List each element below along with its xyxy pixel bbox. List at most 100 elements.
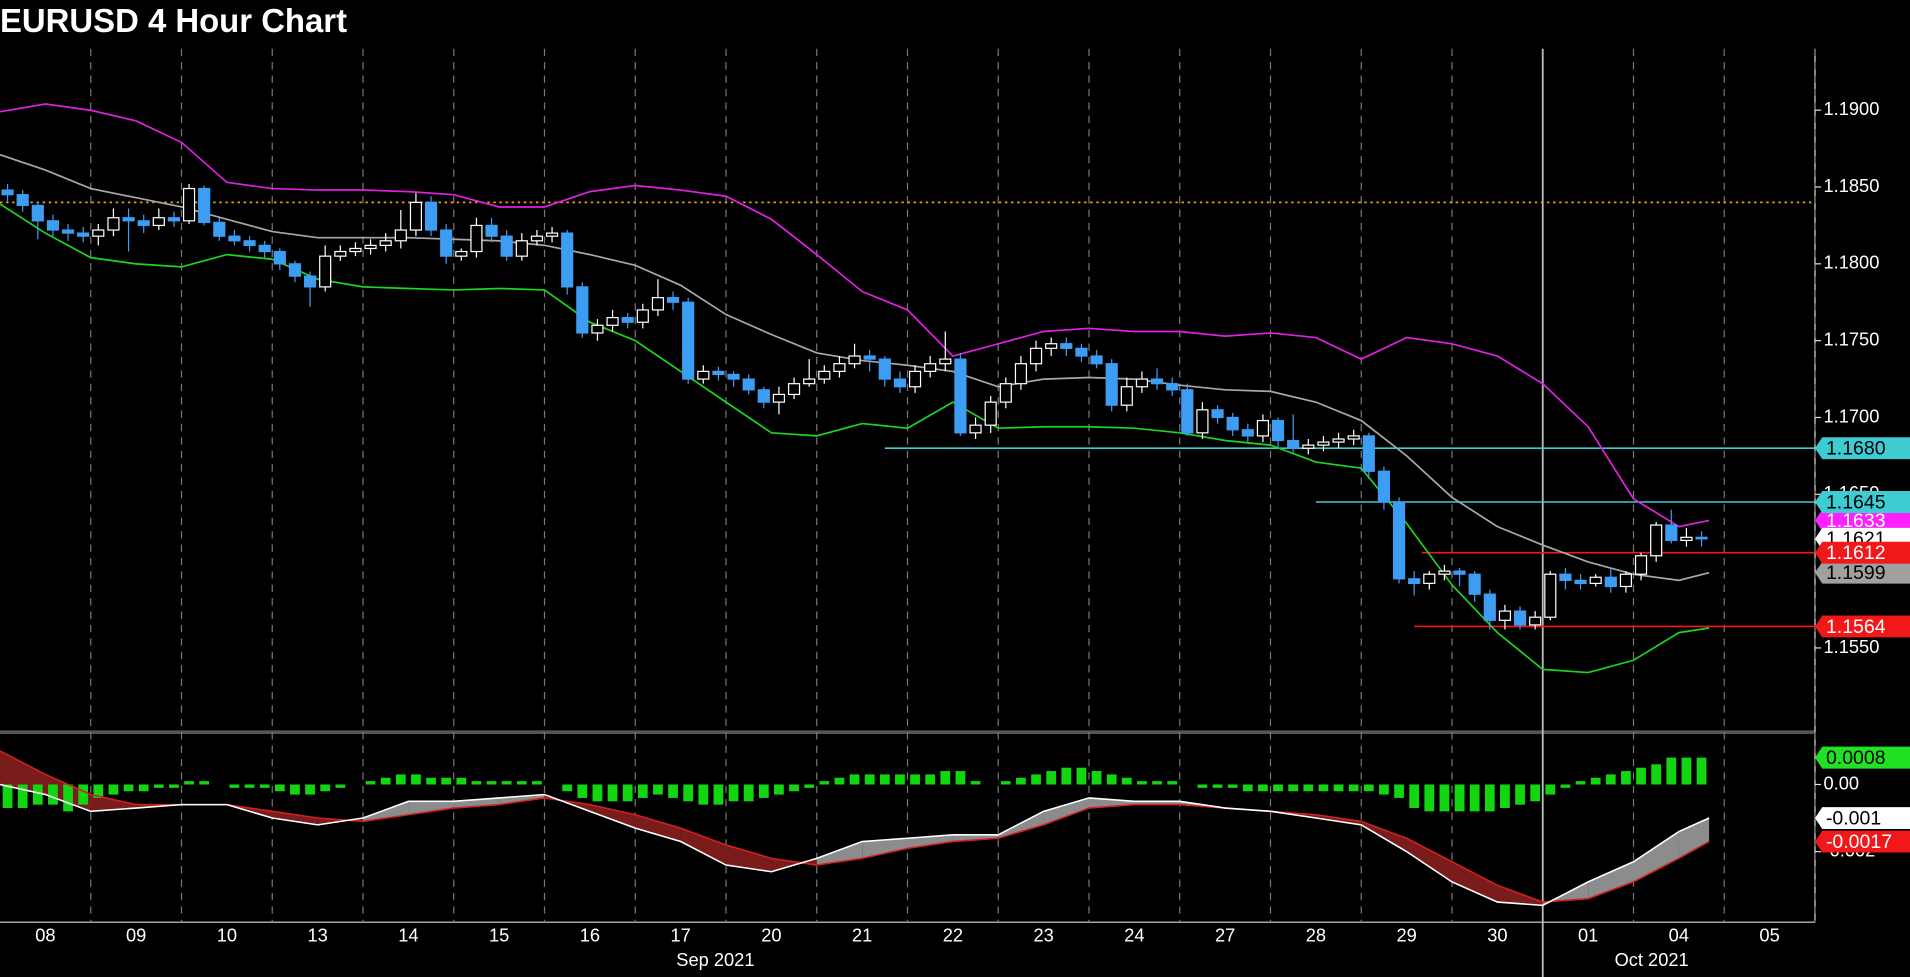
candle-body [863, 355, 876, 360]
candle-body [1589, 576, 1602, 585]
histogram-bar [592, 784, 603, 802]
candle-body [1408, 578, 1421, 585]
histogram-bar [955, 771, 966, 785]
histogram-bar [607, 784, 618, 802]
histogram-bar [1363, 784, 1374, 792]
band-line [0, 103, 1710, 528]
histogram-bar [471, 781, 482, 785]
candle-body [1680, 536, 1693, 542]
histogram-bar [1379, 784, 1389, 795]
candle-body [803, 378, 816, 385]
histogram-bar [1621, 771, 1631, 785]
candle-body [288, 263, 302, 277]
histogram-bar [426, 777, 436, 785]
macd-fill [0, 750, 46, 795]
histogram-bar [365, 781, 376, 785]
histogram-bar [577, 784, 588, 798]
macd-fill [725, 844, 772, 872]
candle-body [213, 221, 226, 237]
histogram-bar [63, 784, 73, 812]
macd-fill [680, 828, 726, 866]
macd-fill [1043, 797, 1089, 825]
candle-body [394, 229, 407, 242]
x-tick-label: 01 [1578, 925, 1598, 946]
candle-body [1181, 389, 1194, 434]
candle-body [1559, 573, 1572, 581]
candle-body [364, 244, 377, 250]
histogram-bar [395, 774, 406, 785]
x-tick-label: 29 [1396, 925, 1416, 946]
candle-body [182, 187, 196, 222]
macd-fill [408, 801, 454, 815]
macd-fill [1315, 814, 1362, 825]
candle-body [908, 370, 922, 388]
histogram-bar [17, 784, 28, 808]
candle-body [1392, 501, 1406, 580]
x-tick-label: 08 [35, 925, 55, 946]
value-tag-label: 1.1599 [1826, 562, 1886, 584]
macd-fill [1406, 838, 1452, 882]
macd-fill [453, 797, 500, 809]
value-tag [1814, 437, 1910, 460]
macd-fill [907, 834, 953, 849]
histogram-bar [1212, 784, 1223, 788]
histogram-bar [244, 784, 255, 788]
macd-fill [862, 838, 908, 859]
histogram-bar [743, 784, 754, 802]
histogram-bar [834, 777, 845, 785]
candle-body [1604, 576, 1617, 588]
macd-fill [1588, 861, 1634, 899]
histogram-bar [1061, 767, 1072, 785]
histogram-bar [1046, 771, 1057, 785]
candle-body [1695, 536, 1708, 540]
macd-fill [1088, 797, 1135, 809]
histogram-bar [925, 774, 936, 785]
histogram-bar [532, 781, 542, 785]
candle-body [833, 363, 846, 372]
value-tag [1814, 615, 1910, 638]
value-tag [1814, 807, 1910, 830]
histogram-bar [411, 774, 421, 785]
histogram-bar [1409, 784, 1420, 808]
candle-body [1045, 343, 1058, 349]
candle-body [530, 235, 544, 242]
histogram-bar [1424, 784, 1435, 812]
candle-body [1347, 435, 1360, 440]
candle-body [424, 201, 438, 231]
candle-body [1287, 439, 1300, 449]
histogram-bar [970, 781, 981, 785]
histogram-bar [849, 774, 860, 785]
histogram-bar [637, 784, 648, 798]
histogram-bar [728, 784, 739, 802]
candle-body [772, 393, 786, 403]
x-tick-label: 10 [217, 925, 237, 946]
candle-body [349, 247, 362, 253]
candle-body [727, 373, 740, 380]
macd-fill [272, 811, 318, 825]
value-tag [1814, 541, 1910, 564]
histogram-bar [335, 784, 346, 788]
macd-fill [499, 794, 545, 805]
histogram-bar [1091, 771, 1102, 785]
candle-body [409, 201, 423, 231]
candle-body [1256, 419, 1270, 437]
histogram-bar [78, 784, 89, 805]
candle-body [1150, 378, 1164, 385]
histogram-bar [1515, 784, 1525, 805]
macd-fill [1678, 818, 1710, 859]
macd-fill [1451, 861, 1498, 903]
candle-body [1014, 363, 1028, 385]
y-tick-label: 1.1800 [1824, 252, 1880, 273]
x-tick-label: 24 [1124, 925, 1144, 946]
histogram-bar [1666, 757, 1677, 785]
x-tick-label: 16 [580, 925, 600, 946]
x-tick-label: 21 [852, 925, 872, 946]
histogram-bar [320, 784, 331, 792]
value-tag [1814, 561, 1910, 584]
candle-body [1377, 470, 1391, 503]
candle-body [1060, 343, 1073, 349]
candle-body [1302, 444, 1315, 449]
candle-body [258, 244, 271, 253]
y-tick-label: 1.1900 [1824, 98, 1880, 119]
